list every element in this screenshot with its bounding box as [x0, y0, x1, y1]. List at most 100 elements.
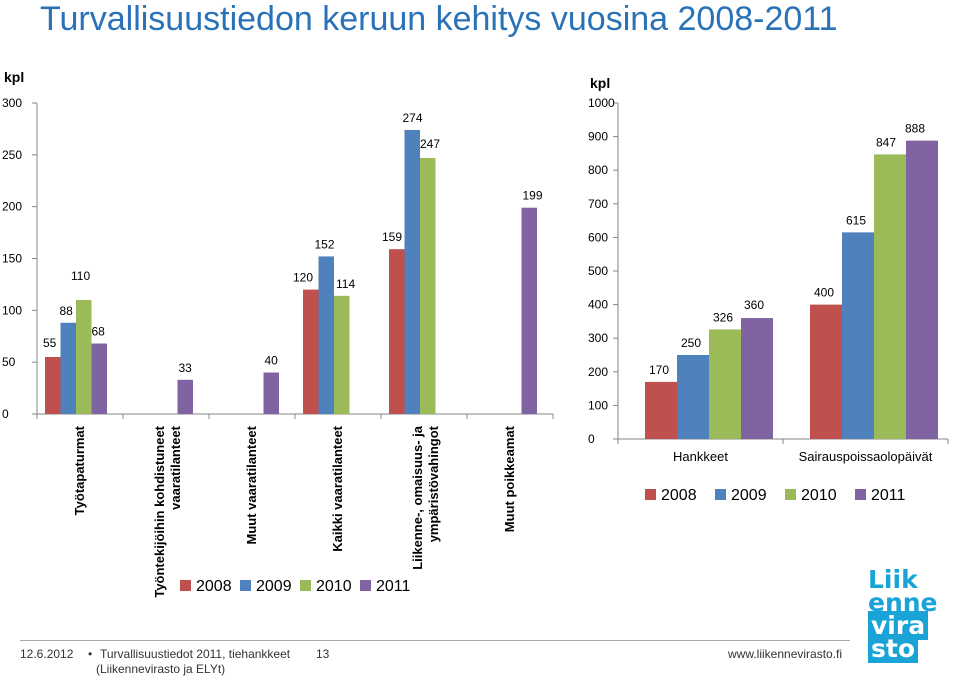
bar-2010	[420, 157, 436, 414]
bar-2011	[177, 379, 193, 414]
y-tick-label: 200	[588, 365, 608, 379]
y-tick-label: 900	[588, 130, 608, 144]
logo-line-4: sto	[868, 634, 919, 663]
footer-date: 12.6.2012	[20, 647, 74, 661]
category-label: Sairauspoissaolopäivät	[799, 449, 933, 464]
legend-swatch-2011	[855, 489, 866, 500]
y-tick-label: 50	[2, 355, 16, 369]
bar-2011	[741, 318, 773, 439]
data-label: 199	[523, 189, 543, 203]
bar-2009	[60, 322, 76, 414]
right-bar-chart: kpl 0 100 200 300 400 500 600 700 800 900 1000 170 25…	[588, 75, 949, 504]
legend-swatch-2010	[300, 580, 311, 591]
bar-2008	[645, 381, 677, 439]
data-label: 88	[60, 304, 74, 318]
category-label-line: Liikenne-, omaisuus- ja	[410, 425, 425, 570]
category-label-line: vaaratilanteet	[168, 425, 183, 509]
y-tick-label: 500	[588, 264, 608, 278]
data-label: 33	[179, 361, 193, 375]
y-tick-label: 100	[588, 398, 608, 412]
footer-divider	[20, 640, 850, 641]
logo-line-1: Liik	[868, 565, 918, 594]
bar-2010	[334, 295, 350, 414]
data-label: 247	[420, 137, 440, 151]
y-tick-label: 1000	[588, 96, 615, 110]
data-label: 274	[403, 111, 423, 125]
footer-page-number: 13	[316, 647, 330, 661]
category-label-line: Työtapaturmat	[72, 425, 87, 515]
data-label: 326	[713, 310, 733, 324]
category-label-line: Muut vaaratilanteet	[244, 425, 259, 544]
bar-2008	[45, 356, 61, 414]
bar-2008	[389, 249, 405, 414]
liikennevirasto-logo[interactable]: Liik enne vira sto	[868, 565, 952, 663]
bar-2008	[303, 289, 319, 414]
data-label: 152	[315, 237, 335, 251]
category-label: Työtapaturmat	[72, 425, 87, 515]
bar-2010	[709, 329, 741, 439]
data-label: 159	[382, 230, 402, 244]
y-tick-label: 800	[588, 163, 608, 177]
data-label: 55	[43, 336, 57, 350]
bar-2009	[318, 256, 334, 414]
category-label-line: Muut poikkeamat	[502, 425, 517, 532]
bar-2009	[677, 355, 709, 439]
legend-swatch-2011	[360, 580, 371, 591]
bar-2010	[76, 299, 92, 414]
category-label: Kaikki vaaratilanteet	[330, 425, 345, 551]
bar-2008	[810, 304, 842, 439]
data-label: 114	[336, 277, 355, 291]
data-label: 68	[92, 325, 106, 339]
data-label: 360	[744, 298, 764, 312]
legend-label: 2008	[661, 487, 697, 504]
data-label: 615	[846, 213, 866, 227]
category-label: Muut poikkeamat	[502, 425, 517, 532]
footer-source-line2: (Liikennevirasto ja ELYt)	[96, 662, 226, 676]
data-label: 400	[814, 286, 834, 300]
y-tick-label: 600	[588, 230, 608, 244]
legend-label: 2009	[256, 578, 292, 595]
y-tick-label: 300	[2, 96, 22, 110]
logo-line-2: enne	[868, 588, 938, 617]
legend-label: 2011	[871, 487, 906, 504]
y-tick-label: 700	[588, 197, 608, 211]
y-tick-label: 200	[2, 200, 22, 214]
y-unit-label: kpl	[4, 69, 24, 85]
category-label: Muut vaaratilanteet	[244, 425, 259, 544]
legend-swatch-2008	[645, 489, 656, 500]
data-label: 170	[649, 363, 669, 377]
category-label-line: ympäristövahingot	[426, 425, 441, 542]
y-tick-label: 150	[2, 252, 22, 266]
category-label: Työntekijöihin kohdistuneetvaaratilantee…	[152, 425, 183, 597]
data-label: 120	[293, 271, 313, 285]
category-label: Liikenne-, omaisuus- jaympäristövahingot	[410, 425, 441, 570]
legend-swatch-2009	[240, 580, 251, 591]
bar-2011	[91, 343, 107, 414]
bar-2011	[263, 372, 279, 414]
data-label: 847	[876, 135, 896, 149]
footer-source-line1: Turvallisuustiedot 2011, tiehankkeet	[100, 647, 291, 661]
category-label: Hankkeet	[673, 449, 728, 464]
legend-label: 2008	[196, 578, 232, 595]
category-label-line: Kaikki vaaratilanteet	[330, 425, 345, 551]
data-label: 888	[905, 122, 925, 136]
page-title: Turvallisuustiedon keruun kehitys vuosin…	[40, 0, 838, 38]
legend-label: 2010	[801, 487, 837, 504]
bar-2011	[906, 140, 938, 439]
bar-2009	[404, 129, 420, 414]
y-tick-label: 100	[2, 303, 22, 317]
bar-2011	[521, 207, 537, 414]
bar-2009	[842, 232, 874, 439]
footer-url: www.liikennevirasto.fi	[728, 647, 843, 661]
category-label-line: Työntekijöihin kohdistuneet	[152, 425, 167, 597]
bar-2010	[874, 154, 906, 439]
y-tick-label: 250	[2, 148, 22, 162]
y-unit-label: kpl	[590, 75, 610, 91]
y-tick-label: 300	[588, 331, 608, 345]
footer-bullet: •	[88, 647, 93, 661]
y-tick-label: 400	[588, 298, 608, 312]
left-bar-chart: kpl 0 50 100 150 200 250 300 55 88 110 68 33 40 120 152…	[2, 69, 554, 598]
legend-label: 2010	[316, 578, 352, 595]
legend-swatch-2008	[180, 580, 191, 591]
data-label: 40	[265, 354, 279, 368]
